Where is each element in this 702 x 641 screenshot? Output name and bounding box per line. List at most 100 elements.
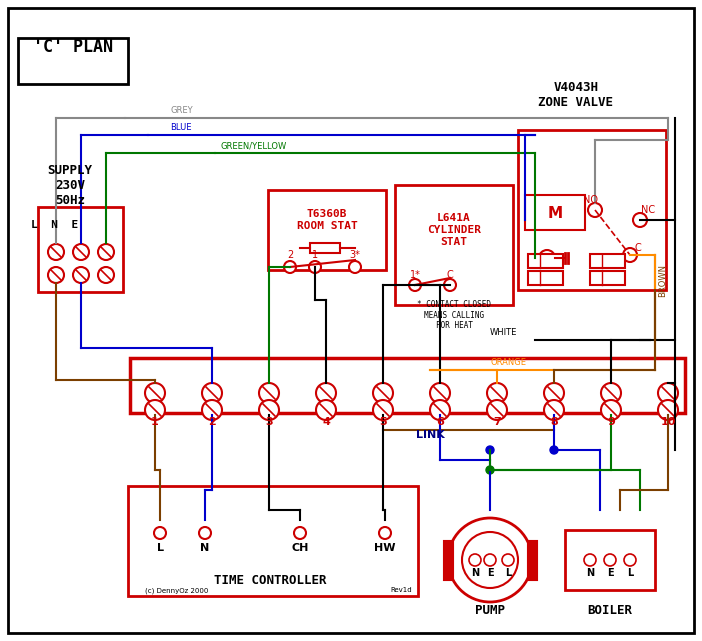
Text: 5: 5 [379, 417, 387, 427]
Circle shape [73, 267, 89, 283]
Circle shape [373, 383, 393, 403]
Circle shape [550, 446, 558, 454]
Text: 10: 10 [661, 417, 676, 427]
Circle shape [259, 383, 279, 403]
Circle shape [202, 383, 222, 403]
Circle shape [48, 244, 64, 260]
Text: N: N [586, 568, 594, 578]
Circle shape [539, 250, 555, 266]
Bar [268, 190, 386, 270]
Text: 1: 1 [312, 250, 318, 260]
Circle shape [462, 532, 518, 588]
Text: 3: 3 [265, 417, 273, 427]
Text: L  N  E: L N E [32, 220, 79, 230]
Circle shape [544, 400, 564, 420]
Circle shape [430, 383, 450, 403]
Bar [525, 195, 585, 230]
Text: ORANGE: ORANGE [490, 358, 526, 367]
Bar [395, 185, 513, 305]
Circle shape [154, 527, 166, 539]
Circle shape [444, 279, 456, 291]
Text: BLUE: BLUE [170, 123, 192, 132]
Circle shape [98, 244, 114, 260]
Text: 2: 2 [287, 250, 293, 260]
Text: 4: 4 [322, 417, 330, 427]
Circle shape [199, 527, 211, 539]
Text: GREEN/YELLOW: GREEN/YELLOW [220, 141, 286, 150]
Circle shape [484, 554, 496, 566]
Text: 7: 7 [493, 417, 501, 427]
Circle shape [259, 400, 279, 420]
Bar [528, 254, 563, 268]
Text: E: E [486, 568, 494, 578]
Bar [128, 486, 418, 596]
Bar [590, 254, 625, 268]
Circle shape [601, 383, 621, 403]
Bar [518, 130, 666, 290]
Text: N: N [471, 568, 479, 578]
Circle shape [379, 527, 391, 539]
Text: N: N [200, 543, 210, 553]
Circle shape [373, 400, 393, 420]
Bar [18, 38, 128, 84]
Text: 8: 8 [550, 417, 558, 427]
Circle shape [658, 400, 678, 420]
Text: HW: HW [374, 543, 396, 553]
Text: SUPPLY
230V
50Hz: SUPPLY 230V 50Hz [48, 163, 93, 206]
Text: L: L [157, 543, 164, 553]
Circle shape [623, 248, 637, 262]
Text: L: L [627, 568, 633, 578]
Circle shape [448, 518, 532, 602]
Text: T6360B
ROOM STAT: T6360B ROOM STAT [297, 209, 357, 231]
Bar [310, 243, 340, 253]
Text: GREY: GREY [170, 106, 192, 115]
Text: BOILER: BOILER [588, 603, 633, 617]
Text: BROWN: BROWN [658, 264, 667, 297]
Circle shape [544, 383, 564, 403]
Circle shape [584, 554, 596, 566]
Circle shape [409, 279, 421, 291]
Circle shape [48, 267, 64, 283]
Circle shape [658, 383, 678, 403]
Circle shape [309, 261, 321, 273]
Text: C: C [446, 270, 453, 280]
Text: PUMP: PUMP [475, 603, 505, 617]
Circle shape [469, 554, 481, 566]
Circle shape [145, 400, 165, 420]
Text: Rev1d: Rev1d [390, 587, 411, 593]
Bar [590, 271, 625, 285]
Circle shape [430, 400, 450, 420]
Text: C: C [635, 243, 642, 253]
Text: CH: CH [291, 543, 309, 553]
Circle shape [202, 400, 222, 420]
Circle shape [604, 554, 616, 566]
Circle shape [284, 261, 296, 273]
Text: M: M [548, 206, 562, 221]
Circle shape [349, 261, 361, 273]
Text: 9: 9 [607, 417, 615, 427]
Bar [130, 358, 685, 413]
Text: 1*: 1* [409, 270, 420, 280]
Text: 1: 1 [151, 417, 159, 427]
Circle shape [588, 203, 602, 217]
Circle shape [316, 383, 336, 403]
Circle shape [98, 267, 114, 283]
Text: 'C' PLAN: 'C' PLAN [33, 38, 113, 56]
Circle shape [487, 400, 507, 420]
Circle shape [73, 244, 89, 260]
Circle shape [633, 213, 647, 227]
Circle shape [145, 383, 165, 403]
Circle shape [601, 400, 621, 420]
Text: WHITE: WHITE [490, 328, 517, 337]
Bar [528, 271, 563, 285]
Bar [565, 530, 655, 590]
Text: TIME CONTROLLER: TIME CONTROLLER [213, 574, 326, 587]
Text: V4043H
ZONE VALVE: V4043H ZONE VALVE [538, 81, 614, 109]
Text: * CONTACT CLOSED
MEANS CALLING
FOR HEAT: * CONTACT CLOSED MEANS CALLING FOR HEAT [417, 300, 491, 330]
Circle shape [624, 554, 636, 566]
Text: 6: 6 [436, 417, 444, 427]
Circle shape [502, 554, 514, 566]
Text: NO: NO [583, 195, 597, 205]
Text: LINK: LINK [416, 430, 444, 440]
Circle shape [486, 466, 494, 474]
